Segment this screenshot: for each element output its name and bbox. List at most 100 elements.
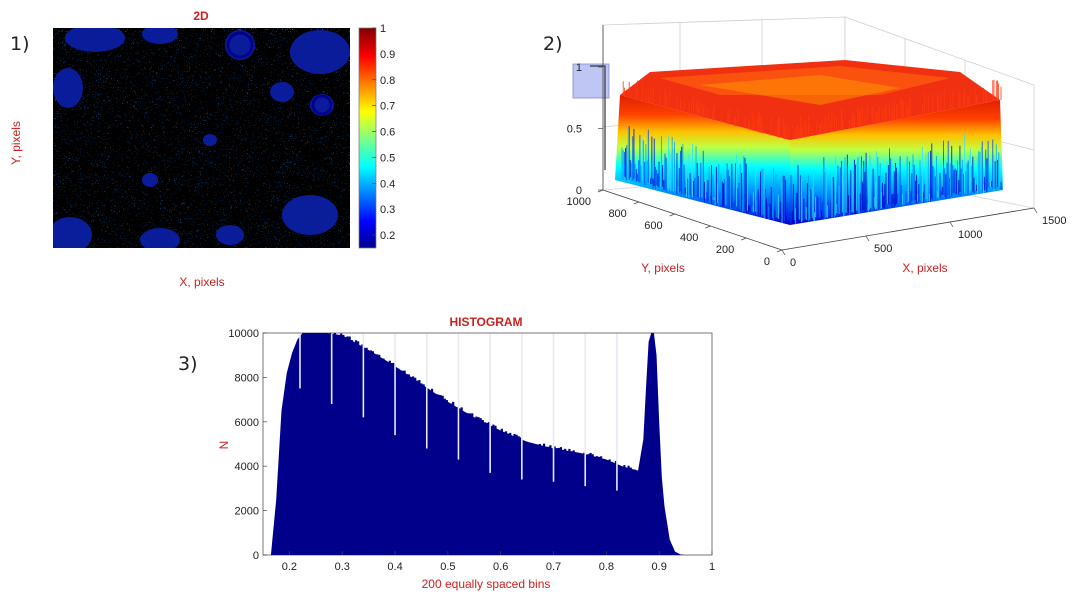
histogram-bar: [534, 445, 537, 555]
histogram-bar: [589, 452, 592, 555]
histogram-bar: [507, 433, 510, 555]
histogram-bar: [559, 447, 563, 555]
histogram-bar: [526, 441, 529, 555]
histogram-bar: [566, 452, 569, 555]
histogram-bar: [623, 465, 626, 555]
histogram-bar: [629, 467, 632, 555]
histogram-bar: [557, 447, 560, 555]
colorbar-tick-label: 0.3: [380, 204, 395, 216]
colorbar-tick-label: 0.4: [380, 178, 395, 190]
histogram-bar: [359, 345, 362, 555]
histogram-bar: [310, 333, 313, 555]
y-tick-mark: [705, 225, 711, 229]
histogram-bar: [498, 431, 501, 555]
y-tick-mark: [776, 249, 783, 253]
histogram-bar: [570, 451, 573, 555]
heatmap-ylabel: Y, pixels: [9, 121, 23, 165]
histogram-bar: [574, 452, 577, 555]
histogram-y-tick-label: 6000: [235, 417, 259, 429]
histogram-bar: [504, 431, 508, 555]
colorbar-tick-label: 0.9: [380, 49, 395, 61]
histogram-x-ticks: 0.2 0.3 0.4 0.5 0.6 0.7 0.8 0.9 1: [282, 551, 715, 573]
histogram-bar: [430, 388, 434, 555]
z-tick-label: 1: [576, 62, 582, 74]
histogram-bar: [456, 407, 459, 555]
histogram-x-tick-label: 0.2: [282, 561, 297, 573]
histogram-xlabel: 200 equally spaced bins: [422, 577, 551, 591]
histogram-bar: [583, 452, 586, 555]
histogram-bar: [631, 470, 634, 555]
histogram-bar: [405, 374, 408, 555]
heatmap-xlabel: X, pixels: [179, 275, 224, 289]
histogram-y-tick-label: 4000: [235, 461, 259, 473]
histogram-bar: [388, 360, 391, 555]
heatmap-image: [53, 28, 350, 248]
histogram-bar: [352, 343, 355, 555]
histogram-bar: [454, 406, 457, 555]
histogram-bar: [625, 468, 628, 555]
histogram-bar: [460, 407, 463, 555]
histogram-bar: [424, 388, 427, 555]
histogram-y-tick-label: 10000: [228, 328, 259, 340]
histogram-bar: [568, 448, 571, 555]
histogram-bar: [479, 418, 482, 555]
histogram-bar: [466, 413, 470, 555]
histogram-x-tick-label: 0.5: [440, 561, 455, 573]
histogram-bar: [614, 460, 618, 555]
surface-y-ticks: 0 200 400 600 800 1000: [567, 189, 783, 268]
histogram-bar: [547, 446, 550, 555]
histogram-gaps: [299, 333, 639, 555]
histogram-bar: [346, 336, 349, 555]
histogram-bar: [635, 471, 639, 555]
surface-streaks: [621, 79, 1002, 224]
histogram-bar: [380, 358, 383, 555]
histogram-bar: [464, 412, 467, 555]
y-tick-mark: [597, 189, 604, 193]
histogram-bar: [409, 376, 413, 555]
histogram-bar: [591, 454, 594, 555]
histogram-bar: [376, 354, 379, 555]
histogram-bar: [471, 413, 474, 555]
histogram-bar: [329, 333, 332, 555]
histogram-bar: [633, 469, 637, 555]
histogram-bar: [502, 432, 506, 555]
histogram-y-tick-label: 0: [253, 550, 259, 562]
histogram-bar: [477, 417, 480, 555]
histogram-bar: [361, 344, 364, 555]
histogram-bar: [365, 347, 368, 555]
histogram-bar: [515, 434, 518, 555]
histogram-bar: [481, 420, 484, 555]
y-tick-label: 600: [644, 220, 662, 232]
histogram-bar: [469, 413, 472, 555]
histogram-bar: [576, 453, 579, 555]
surface-ylabel: Y, pixels: [641, 261, 685, 275]
histogram-bar: [473, 417, 476, 555]
histogram-bar: [386, 363, 389, 555]
y-tick-label: 400: [680, 232, 698, 244]
histogram-bar: [433, 394, 436, 555]
histogram-bar: [308, 334, 311, 555]
histogram-x-tick-label: 0.8: [599, 561, 614, 573]
histogram-bar: [528, 443, 531, 555]
colorbar-ticks: 1 0.9 0.8 0.7 0.6 0.5 0.4 0.3 0.2: [372, 23, 395, 242]
histogram-bar: [304, 333, 307, 555]
histogram-bar: [420, 383, 423, 555]
histogram-bar: [538, 443, 541, 555]
histogram-bar: [369, 350, 372, 555]
histogram-bar: [435, 393, 438, 555]
surface-x-ticks: 0 500 1000 1500: [781, 207, 1066, 269]
histogram-bar: [426, 389, 429, 555]
histogram-bar: [619, 466, 622, 555]
histogram-bar: [483, 422, 487, 555]
histogram-bar: [530, 442, 533, 555]
histogram-bar: [403, 370, 406, 555]
histogram-x-tick-label: 0.9: [652, 561, 667, 573]
histogram-bar: [327, 333, 330, 555]
histogram-bar: [302, 333, 305, 555]
histogram-bar: [494, 425, 497, 555]
histogram-bar: [397, 368, 400, 555]
histogram-bar: [344, 337, 347, 555]
histogram-bar: [610, 461, 613, 555]
histogram-bar: [545, 448, 548, 555]
